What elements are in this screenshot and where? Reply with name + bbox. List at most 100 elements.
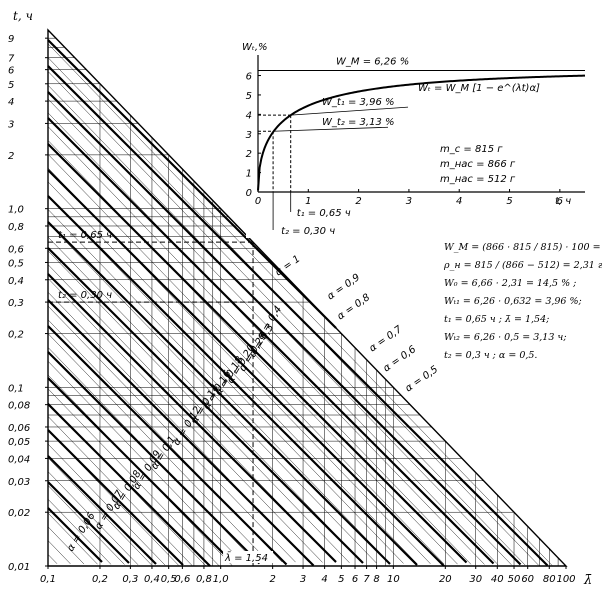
t2-label: t₂ = 0,30 ч xyxy=(58,290,112,301)
x-tick-label: 6 xyxy=(352,574,358,585)
x-tick-label: 40 xyxy=(491,574,504,585)
inset-y-axis-label: Wₜ,% xyxy=(242,42,268,53)
y-tick-label: 0,2 xyxy=(8,330,24,341)
alpha-lines xyxy=(47,39,549,567)
inset-t2-label: t₂ = 0,30 ч xyxy=(281,226,335,237)
y-tick-label: 3 xyxy=(8,119,14,130)
x-tick-label: 0,1 xyxy=(40,574,56,585)
lambda-label: λ̄ = 1,54 xyxy=(224,551,268,564)
inset-wt2-label: W_t₂ = 3,13 % xyxy=(322,117,395,128)
alpha-line-label: α = 0,5 xyxy=(403,364,440,394)
y-tick-label: 2 xyxy=(8,151,14,162)
alpha-line xyxy=(47,169,445,567)
grid-line-diagonal xyxy=(47,526,85,565)
inset-mc: m_c = 815 г xyxy=(440,144,503,155)
y-tick-label: 7 xyxy=(8,54,15,65)
inset-t1-label: t₁ = 0,65 ч xyxy=(297,208,351,219)
alpha-line xyxy=(47,481,130,564)
grid-line-diagonal xyxy=(47,471,139,565)
inset-wm-label: W_M = 6,26 % xyxy=(336,56,409,67)
inset-y-tick-label: 5 xyxy=(246,91,252,102)
inset-chart: 0 1 2 3 4 5 6 0 1 2 3 4 5 6 Wₜ,% t, ч W_M = 6,26 % W_t₁ =… xyxy=(242,38,592,238)
x-tick-label: 60 xyxy=(521,574,534,585)
x-tick-label: 8 xyxy=(373,574,379,585)
alpha-line xyxy=(47,429,184,566)
x-tick-label: 0,4 xyxy=(144,574,160,585)
alpha-line xyxy=(47,195,418,566)
alpha-line-label: α = 0,8 xyxy=(335,292,372,322)
grid-line-diagonal xyxy=(47,512,98,565)
alpha-line xyxy=(47,273,337,563)
grid-line-diagonal xyxy=(47,540,71,565)
y-tick-label: 0,6 xyxy=(8,244,24,255)
calc-background xyxy=(440,232,600,372)
y-tick-label: 0,3 xyxy=(8,298,24,309)
x-axis-label: λ̄ xyxy=(583,573,592,588)
y-tick-label: 5 xyxy=(8,80,14,91)
y-tick-label: 0,04 xyxy=(8,454,30,465)
x-tick-label: 0,5 xyxy=(161,574,177,585)
alpha-line xyxy=(47,39,337,329)
inset-leader-wt2 xyxy=(273,126,389,132)
grid-line-diagonal xyxy=(47,554,58,564)
alpha-line xyxy=(47,325,288,566)
inset-y-tick-label: 4 xyxy=(246,110,252,121)
calc-line: Wₜ₂ = 6,26 · 0,5 = 3,13 ч; xyxy=(444,332,567,343)
y-tick-label: 0,5 xyxy=(8,258,24,269)
x-tick-label: 0,8 xyxy=(196,574,212,585)
alpha-line xyxy=(47,91,522,566)
grid-line-diagonal xyxy=(47,499,112,565)
grid-line-diagonal xyxy=(47,485,125,565)
grid-line-diagonal xyxy=(47,209,391,564)
calculation-block: W_M = (866 · 815 / 815) · 100 = 6,26 %; ρ… xyxy=(440,232,602,372)
y-tick-label: 0,03 xyxy=(8,477,30,488)
y-axis-label: t, ч xyxy=(13,9,33,23)
y-tick-label: 0,02 xyxy=(8,508,30,519)
x-tick-label: 0,2 xyxy=(92,574,108,585)
alpha-line xyxy=(47,351,261,565)
x-tick-label: 30 xyxy=(469,574,482,585)
grid-line-diagonal xyxy=(47,98,499,565)
grid-line-diagonal xyxy=(47,278,323,563)
inset-y-tick-label: 1 xyxy=(246,169,252,180)
y-tick-label: 1,0 xyxy=(8,205,24,216)
grid-line-diagonal xyxy=(47,416,193,566)
inset-curve xyxy=(257,74,586,191)
inset-x-tick-label: 2 xyxy=(355,196,361,207)
grid-line-diagonal xyxy=(47,333,269,562)
inset-leader-wt1 xyxy=(290,106,409,116)
alpha-line xyxy=(47,507,103,563)
y-tick-label: 0,4 xyxy=(8,276,24,287)
alpha-line-label: α = 0,7 xyxy=(367,324,404,355)
grid-line-diagonal xyxy=(47,223,377,564)
x-tick-label: 0,6 xyxy=(174,574,190,585)
alpha-line xyxy=(47,299,315,567)
inset-x-tick-label: 3 xyxy=(406,196,412,207)
t1-label: t₁ = 0,65 ч xyxy=(58,230,112,241)
y-tick-label: 0,08 xyxy=(8,401,30,412)
grid-line-diagonal xyxy=(47,112,485,565)
alpha-line-label: α = 0,06 xyxy=(65,511,97,554)
x-tick-label: 7 xyxy=(363,574,370,585)
inset-wt1-label: W_t₁ = 3,96 % xyxy=(322,97,395,108)
inset-x-tick-label: 5 xyxy=(506,196,512,207)
alpha-line-label: α = 0,6 xyxy=(381,344,418,374)
inset-mnac2: m_нас = 512 г xyxy=(440,174,516,185)
inset-x-axis-label: t, ч xyxy=(555,196,571,207)
x-tick-label: 4 xyxy=(321,574,327,585)
calc-line: W₀ = 6,66 · 2,31 = 14,5 % ; xyxy=(444,278,576,289)
x-tick-label: 20 xyxy=(439,574,452,585)
alpha-line xyxy=(47,65,549,567)
calc-line: t₁ = 0,65 ч ; λ̄ = 1,54; xyxy=(444,314,549,325)
alpha-line xyxy=(47,455,157,565)
y-tick-label: 0,1 xyxy=(8,383,24,394)
grid-line-diagonal xyxy=(47,181,418,564)
chart-frame xyxy=(47,28,568,567)
calc-line: t₂ = 0,3 ч ; α = 0,5. xyxy=(444,350,537,361)
grid-line-diagonal xyxy=(47,154,445,565)
inset-y-tick-label: 0 xyxy=(246,188,252,199)
grid-line-diagonal xyxy=(47,361,242,562)
y-tick-label: 0,8 xyxy=(8,222,24,233)
x-tick-label: 10 xyxy=(387,574,400,585)
